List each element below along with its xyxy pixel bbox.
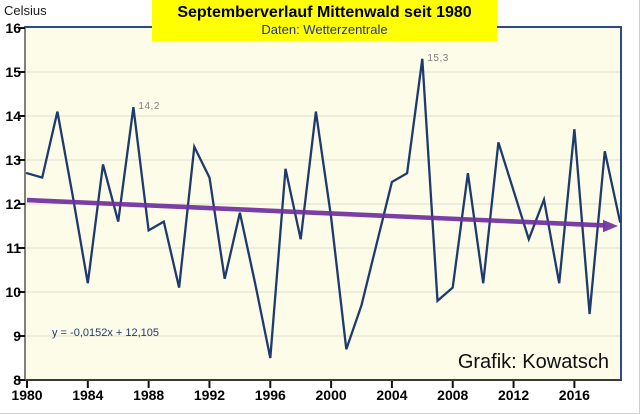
x-axis-label-2004: 2004 [376, 387, 408, 403]
x-axis-label-2000: 2000 [315, 387, 347, 403]
y-axis-unit-label: Celsius [4, 3, 47, 18]
y-axis-label-10: 10 [5, 284, 21, 300]
y-axis-label-12: 12 [5, 196, 21, 212]
chart-title-box: Septemberverlauf Mittenwald seit 1980 Da… [152, 0, 497, 41]
x-axis-label-2008: 2008 [437, 387, 469, 403]
credit-label: Grafik: Kowatsch [457, 351, 609, 373]
y-axis-label-15: 15 [5, 64, 21, 80]
x-axis-label-2012: 2012 [497, 387, 530, 403]
x-axis-label-1996: 1996 [254, 387, 286, 403]
x-axis-label-1992: 1992 [193, 387, 226, 403]
chart-title: Septemberverlauf Mittenwald seit 1980 [177, 4, 472, 21]
peak-annotation-1987: 14,2 [138, 101, 160, 113]
y-axis-label-14: 14 [5, 108, 21, 124]
x-axis-label-1984: 1984 [72, 387, 104, 403]
x-axis-label-2016: 2016 [558, 387, 590, 403]
y-axis-label-8: 8 [13, 372, 21, 388]
y-axis-label-13: 13 [5, 152, 21, 168]
y-axis-label-11: 11 [6, 240, 21, 256]
x-axis-label-1988: 1988 [133, 387, 165, 403]
trend-equation-label: y = -0,0152x + 12,105 [52, 327, 160, 339]
chart-subtitle: Daten: Wetterzentrale [261, 22, 388, 37]
y-axis-label-9: 9 [13, 328, 21, 344]
x-axis-label-1980: 1980 [11, 387, 43, 403]
y-axis-label-16: 16 [5, 20, 21, 36]
peak-annotation-2006: 15,3 [427, 52, 449, 64]
